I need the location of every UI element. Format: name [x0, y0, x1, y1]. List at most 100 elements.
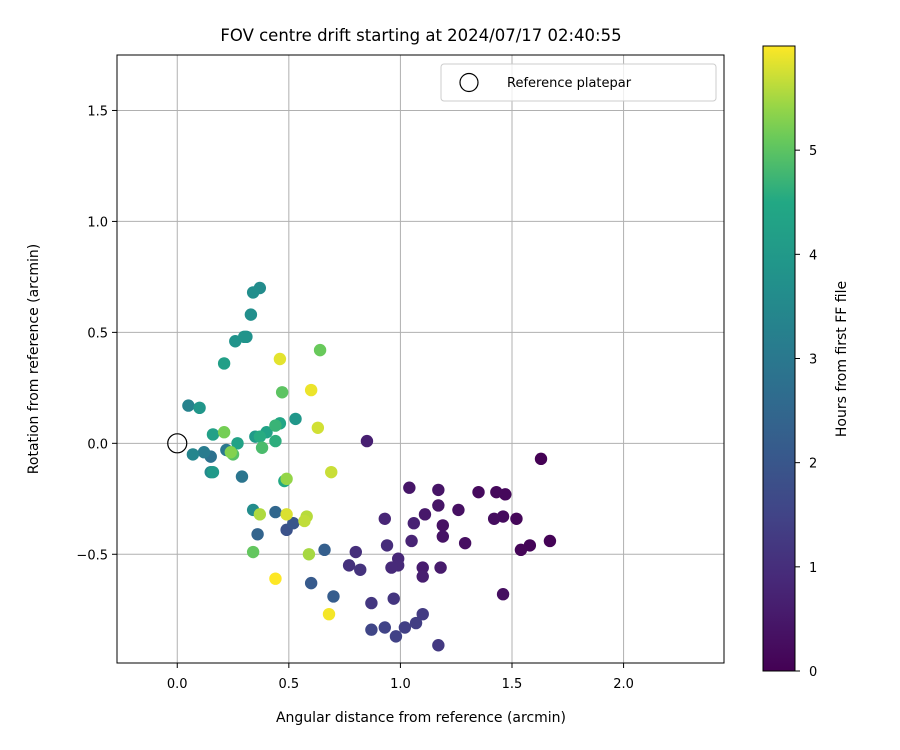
- data-point: [389, 630, 403, 643]
- data-point: [244, 308, 258, 321]
- x-tick-label: 1.0: [390, 677, 411, 692]
- data-point: [490, 485, 503, 499]
- y-tick-label: −0.5: [76, 548, 108, 563]
- data-point: [246, 286, 260, 299]
- data-point: [327, 590, 340, 603]
- data-point: [280, 508, 293, 521]
- data-point: [255, 441, 269, 454]
- data-point: [322, 607, 336, 621]
- data-point: [246, 545, 260, 559]
- data-point: [253, 508, 267, 521]
- data-point: [251, 528, 264, 541]
- grid: [117, 55, 724, 663]
- data-point: [273, 352, 287, 366]
- x-axis-label: Angular distance from reference (arcmin): [276, 710, 566, 726]
- y-tick-label: 0.5: [87, 326, 108, 341]
- x-tick-label: 1.5: [502, 677, 523, 692]
- data-point: [378, 621, 391, 634]
- data-point: [534, 452, 548, 466]
- colorbar-tick-label: 5: [809, 144, 817, 159]
- colorbar-tick-label: 0: [809, 665, 817, 680]
- data-point: [514, 543, 528, 557]
- data-point: [405, 534, 418, 548]
- data-point: [436, 519, 450, 532]
- data-point: [409, 616, 423, 630]
- data-point: [269, 419, 282, 432]
- data-point: [313, 343, 327, 357]
- data-point: [269, 434, 282, 448]
- data-point: [354, 563, 367, 577]
- legend-box: [440, 63, 717, 102]
- data-point: [318, 543, 331, 557]
- x-tick-label: 2.0: [613, 677, 634, 692]
- data-point: [403, 481, 416, 494]
- data-point: [253, 430, 267, 443]
- data-point: [487, 512, 501, 525]
- data-points: [182, 281, 557, 652]
- data-point: [360, 434, 374, 448]
- data-point: [418, 508, 432, 521]
- chart-title: FOV centre drift starting at 2024/07/17 …: [220, 26, 621, 45]
- y-axis-label: Rotation from reference (arcmin): [26, 244, 42, 474]
- data-point: [349, 545, 362, 559]
- legend: Reference platepar: [440, 63, 717, 102]
- data-point: [206, 428, 220, 441]
- y-tick-label: 1.0: [87, 215, 108, 230]
- data-point: [365, 623, 378, 636]
- data-point: [436, 530, 450, 543]
- data-point: [269, 572, 282, 585]
- data-point: [206, 465, 220, 479]
- data-point: [458, 536, 472, 550]
- data-point: [416, 607, 429, 621]
- data-point: [472, 485, 485, 499]
- colorbar-ticks: 0 1 2 3 4 5: [795, 144, 817, 680]
- data-point: [193, 401, 206, 415]
- reference-marker-layer: [167, 433, 188, 454]
- data-point: [432, 639, 445, 652]
- data-point: [302, 548, 316, 561]
- data-point: [452, 503, 465, 517]
- data-point: [197, 445, 211, 459]
- data-point: [217, 426, 231, 439]
- legend-label: Reference platepar: [507, 76, 632, 91]
- data-point: [298, 514, 311, 528]
- data-point: [269, 505, 282, 519]
- colorbar-label: Hours from first FF file: [834, 281, 850, 437]
- y-tick-label: 0.0: [87, 437, 108, 452]
- colorbar-gradient: [763, 46, 795, 671]
- colorbar: 0 1 2 3 4 5 Hours from first FF file: [762, 45, 850, 680]
- data-point: [275, 386, 289, 399]
- legend-marker-open-circle: [459, 72, 479, 93]
- data-point: [287, 517, 300, 530]
- data-point: [432, 499, 445, 512]
- data-point: [289, 412, 302, 426]
- data-point: [398, 621, 412, 634]
- colorbar-tick-label: 2: [809, 457, 817, 472]
- data-point: [182, 399, 195, 412]
- data-point: [217, 357, 231, 370]
- data-point: [378, 512, 391, 525]
- plot-frame: [116, 54, 725, 664]
- data-point: [385, 561, 398, 574]
- data-point: [387, 592, 400, 605]
- data-point: [224, 445, 238, 459]
- data-point: [304, 576, 318, 590]
- data-point: [238, 330, 251, 344]
- data-point: [325, 465, 338, 479]
- data-point: [186, 448, 200, 461]
- data-point: [380, 539, 394, 552]
- colorbar-tick-label: 1: [809, 561, 817, 576]
- data-point: [416, 570, 429, 583]
- data-point: [496, 588, 510, 601]
- data-point: [365, 596, 378, 610]
- data-point: [311, 421, 325, 434]
- data-point: [434, 561, 447, 574]
- y-axis-ticks: −0.5 0.0 0.5 1.0 1.5: [76, 104, 117, 563]
- reference-platepar-marker: [167, 433, 188, 454]
- data-point: [304, 383, 318, 397]
- data-point: [235, 470, 249, 483]
- data-point: [510, 512, 523, 525]
- data-point: [416, 561, 429, 574]
- x-axis-ticks: 0.0 0.5 1.0 1.5 2.0: [167, 663, 634, 692]
